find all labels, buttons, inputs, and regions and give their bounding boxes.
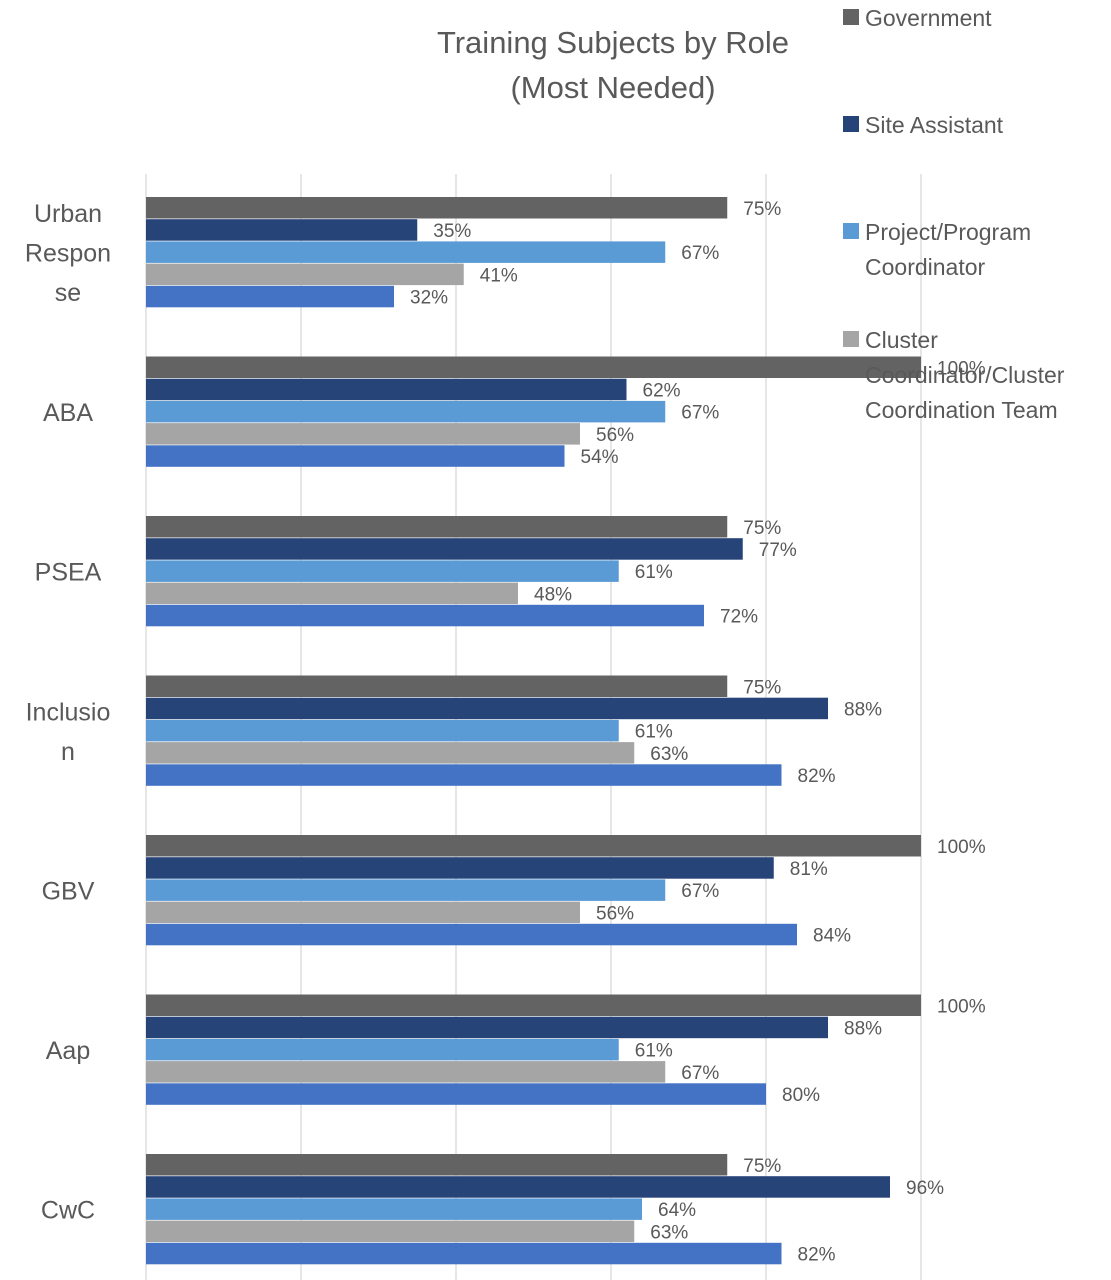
data-label: 96%	[906, 1178, 944, 1199]
legend-swatch	[843, 9, 859, 25]
bar	[146, 1038, 619, 1061]
bar	[146, 445, 565, 467]
data-label: 88%	[844, 699, 882, 720]
data-label: 61%	[635, 1041, 673, 1062]
data-label: 32%	[410, 288, 448, 309]
data-label: 61%	[635, 562, 673, 583]
data-labels-layer: 75%35%67%41%32%100%62%67%56%54%75%77%61%…	[410, 199, 986, 1266]
bar	[146, 675, 728, 697]
category-label: Urban Respon se	[25, 200, 111, 307]
data-label: 54%	[581, 447, 619, 468]
legend-label: Site Assistant	[865, 112, 1004, 138]
category-label: CwC	[41, 1197, 95, 1225]
bar	[146, 697, 828, 720]
legend-label: Government	[865, 5, 992, 31]
bar	[146, 923, 797, 946]
data-label: 62%	[643, 380, 681, 401]
chart-title-text: Training Subjects by Role (Most Needed)	[437, 25, 789, 105]
legend-label: Project/Program Coordinator	[865, 219, 1031, 280]
data-label: 82%	[798, 1245, 836, 1266]
data-label: 88%	[844, 1018, 882, 1039]
data-label: 48%	[534, 584, 572, 605]
bar	[146, 901, 580, 924]
bar	[146, 378, 627, 401]
bar	[146, 560, 619, 582]
data-label: 81%	[790, 859, 828, 880]
data-label: 84%	[813, 926, 851, 947]
bar	[146, 285, 394, 308]
bar	[146, 1154, 728, 1176]
data-label: 56%	[596, 903, 634, 924]
legend-swatch	[843, 116, 859, 132]
data-label: 80%	[782, 1085, 820, 1106]
bar	[146, 604, 704, 627]
legend-label: Cluster Coordinator/Cluster Coordination T…	[865, 327, 1065, 423]
bar	[146, 1083, 766, 1105]
bar	[146, 857, 774, 879]
category-label: Inclusio n	[26, 698, 111, 766]
bar	[146, 241, 666, 263]
bar	[146, 1016, 828, 1039]
category-label: PSEA	[35, 559, 102, 587]
data-label: 77%	[759, 540, 797, 561]
data-label: 72%	[720, 607, 758, 628]
bar	[146, 1061, 666, 1083]
bar	[146, 879, 666, 901]
category-labels-layer: Urban Respon se ABA PSEA Inclusio n GBV Aap CwC	[25, 200, 111, 1225]
bar	[146, 197, 728, 219]
data-label: 75%	[743, 199, 781, 220]
data-label: 100%	[937, 358, 986, 379]
bars-layer	[146, 197, 921, 1265]
data-label: 35%	[433, 221, 471, 242]
bar	[146, 719, 619, 742]
category-label: Aap	[46, 1037, 90, 1065]
data-label: 56%	[596, 425, 634, 446]
bar	[146, 356, 921, 378]
data-label: 75%	[743, 518, 781, 539]
data-label: 64%	[658, 1200, 696, 1221]
bar	[146, 742, 635, 764]
bar	[146, 1220, 635, 1243]
category-label: GBV	[42, 878, 95, 906]
data-label: 67%	[681, 881, 719, 902]
bar	[146, 994, 921, 1016]
data-label: 41%	[480, 265, 518, 286]
data-label: 100%	[937, 996, 986, 1017]
data-label: 67%	[681, 1063, 719, 1084]
data-label: 61%	[635, 722, 673, 743]
bar	[146, 1176, 890, 1198]
bar	[146, 764, 782, 786]
bar	[146, 423, 580, 445]
data-label: 82%	[798, 766, 836, 787]
bar	[146, 219, 418, 241]
bar	[146, 835, 921, 857]
bar	[146, 516, 728, 538]
category-label: ABA	[43, 399, 93, 427]
legend-swatch	[843, 223, 859, 239]
bar	[146, 1198, 642, 1220]
legend: Government Site Assistant Project/Program C…	[843, 5, 1065, 423]
data-label: 63%	[650, 744, 688, 765]
data-label: 100%	[937, 837, 986, 858]
bar	[146, 400, 666, 423]
bar	[146, 263, 464, 286]
bar	[146, 582, 518, 605]
bar	[146, 538, 743, 560]
data-label: 67%	[681, 403, 719, 424]
data-label: 67%	[681, 243, 719, 264]
data-label: 75%	[743, 677, 781, 698]
chart-title: Training Subjects by Role (Most Needed)	[437, 25, 789, 105]
data-label: 63%	[650, 1222, 688, 1243]
legend-swatch	[843, 331, 859, 347]
data-label: 75%	[743, 1156, 781, 1177]
bar	[146, 1242, 782, 1265]
